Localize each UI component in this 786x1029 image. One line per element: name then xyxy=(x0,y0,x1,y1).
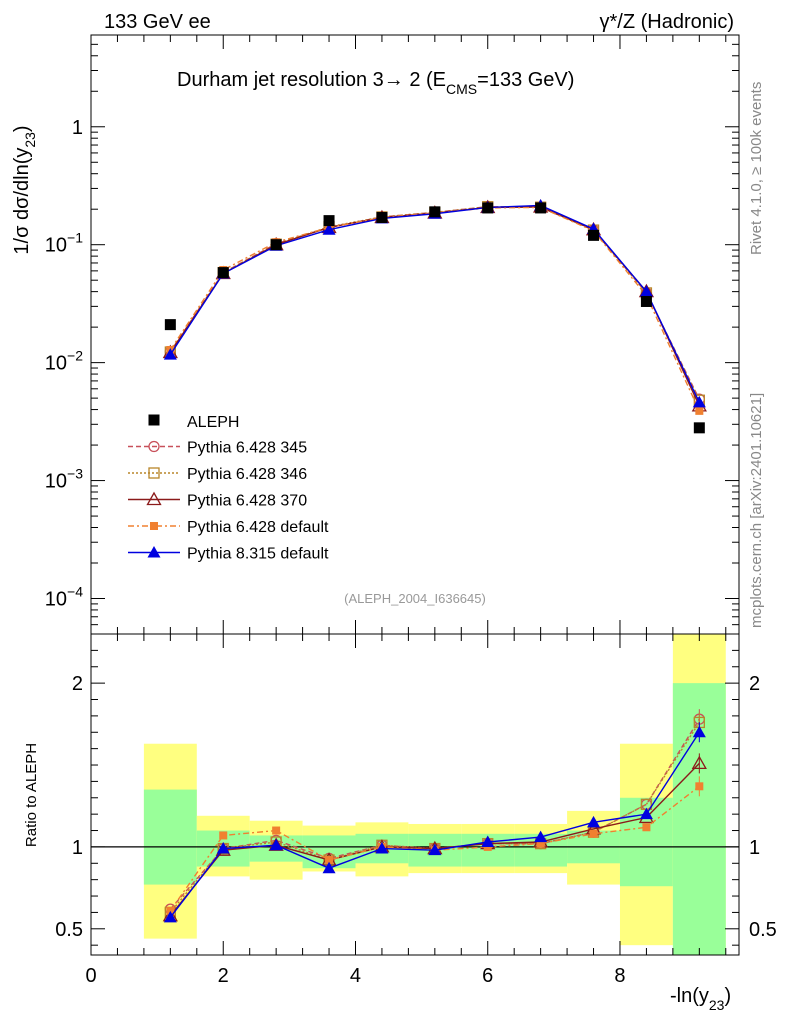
ratio-ytick-label-right-0: 0.5 xyxy=(749,919,777,941)
ratio-y-label: Ratio to ALEPH xyxy=(23,743,40,847)
aleph-data-point-8 xyxy=(588,229,600,241)
main-frame xyxy=(90,34,740,635)
analysis-tag: (ALEPH_2004_I636645) xyxy=(344,591,486,606)
main-y-label: 1/σ dσ/dln(y23) xyxy=(11,125,38,254)
ratio-series-3-point-7 xyxy=(536,839,545,848)
main-series-line-3 xyxy=(169,206,700,412)
main-series-4-point-0 xyxy=(163,348,177,360)
ratio-series-4-point-9 xyxy=(639,807,653,820)
ratio-series-4-point-2 xyxy=(269,838,283,851)
legend-marker-aleph xyxy=(148,414,160,426)
main-series-line-2 xyxy=(169,206,700,407)
main-series-3-point-10 xyxy=(695,406,704,415)
ratio-xtick-label-4: 8 xyxy=(614,965,625,987)
main-series-4-point-9 xyxy=(639,285,653,297)
side-label-rivet: Rivet 4.1.0, ≥ 100k events xyxy=(748,82,765,255)
ratio-series-2-point-10 xyxy=(691,755,707,770)
legend-marker-1 xyxy=(148,467,160,479)
header-left: 133 GeV ee xyxy=(104,11,211,33)
ratio-series-3-point-0 xyxy=(166,906,175,915)
ratio-xtick-label-1: 2 xyxy=(218,965,229,987)
legend-marker-3 xyxy=(150,522,158,530)
aleph-data-point-3 xyxy=(323,215,335,227)
ratio-series-3-point-10 xyxy=(695,782,704,791)
legend-marker-4 xyxy=(147,546,161,558)
main-ytick-label-4: 10−4 xyxy=(45,583,83,610)
legend-label-2: Pythia 6.428 370 xyxy=(187,493,307,510)
ratio-series-4-point-5 xyxy=(428,843,442,856)
main-ytick-label-1: 10−1 xyxy=(45,230,83,257)
ratio-series-4-point-1 xyxy=(216,842,230,854)
ratio-ytick-label-right-1: 1 xyxy=(749,837,760,859)
side-label-mcplots: mcplots.cern.ch [arXiv:2401.10621] xyxy=(748,393,765,628)
ratio-ytick-label-right-2: 2 xyxy=(749,673,760,695)
x-axis-label: -ln(y23) xyxy=(670,985,731,1013)
main-series-layer xyxy=(162,198,707,434)
ratio-ytick-label-left-0: 0.5 xyxy=(55,919,83,941)
ratio-xtick-label-2: 4 xyxy=(350,965,361,987)
ratio-series-4-point-4 xyxy=(375,842,389,854)
main-ytick-label-3: 10−3 xyxy=(45,466,83,493)
ratio-xtick-label-3: 6 xyxy=(482,965,493,987)
main-series-line-1 xyxy=(169,206,700,401)
ratio-band-green-0 xyxy=(143,789,197,885)
aleph-data-point-2 xyxy=(270,239,282,251)
legend-marker-2 xyxy=(146,491,162,506)
main-series-4-point-3 xyxy=(322,223,336,235)
ratio-series-4-point-0 xyxy=(163,910,177,923)
legend-label-3: Pythia 6.428 default xyxy=(187,519,329,536)
aleph-data-point-0 xyxy=(164,319,176,331)
main-series-line-4 xyxy=(169,204,700,403)
legend-label-0: Pythia 6.428 345 xyxy=(187,440,307,457)
ratio-series-4-point-3 xyxy=(322,861,336,874)
ratio-series-3-point-8 xyxy=(589,829,598,838)
ratio-uncertainty-bands xyxy=(143,634,726,955)
ratio-series-4-point-8 xyxy=(587,815,601,828)
ratio-series-3-point-9 xyxy=(642,823,651,832)
ratio-frame xyxy=(90,633,740,956)
legend-label-1: Pythia 6.428 346 xyxy=(187,466,307,483)
main-series-line-0 xyxy=(169,206,700,400)
ratio-series-4-point-6 xyxy=(481,835,495,847)
main-ytick-label-0: 1 xyxy=(72,117,83,139)
main-series-4-point-10 xyxy=(692,395,706,408)
ratio-ytick-label-left-2: 2 xyxy=(72,673,83,695)
ratio-series-4-point-7 xyxy=(534,830,548,843)
ratio-xtick-label-0: 0 xyxy=(85,965,96,987)
main-title: Durham jet resolution 3→ 2 (ECMS=133 GeV… xyxy=(177,69,574,97)
ratio-series-3-point-1 xyxy=(219,831,228,840)
aleph-data-point-10 xyxy=(693,422,705,434)
aleph-data-point-1 xyxy=(217,267,229,279)
legend-label-4: Pythia 8.315 default xyxy=(187,546,329,563)
aleph-data-point-7 xyxy=(535,202,547,214)
header-right: γ*/Z (Hadronic) xyxy=(600,11,734,33)
main-ytick-label-2: 10−2 xyxy=(45,348,83,375)
main-axes: 1 10−1 10−2 10−3 10−4 xyxy=(45,34,740,635)
aleph-data-point-4 xyxy=(376,212,388,224)
ratio-ytick-label-left-1: 1 xyxy=(72,837,83,859)
ratio-axes: 0.5 0.5 1 1 2 2 0 2 4 6 8 xyxy=(55,633,777,987)
aleph-data-point-5 xyxy=(429,206,441,218)
legend: ALEPH Pythia 6.428 345 Pythia 6.428 346 Pyt… xyxy=(128,414,329,563)
legend-label-aleph: ALEPH xyxy=(187,414,239,431)
aleph-data-point-9 xyxy=(640,295,652,307)
ratio-series-3-point-2 xyxy=(272,826,281,835)
aleph-data-point-6 xyxy=(482,202,494,214)
legend-marker-0 xyxy=(148,440,160,453)
ratio-series-layer xyxy=(162,709,707,923)
ratio-series-3-point-3 xyxy=(325,856,334,865)
ratio-series-4-point-10 xyxy=(692,725,706,738)
